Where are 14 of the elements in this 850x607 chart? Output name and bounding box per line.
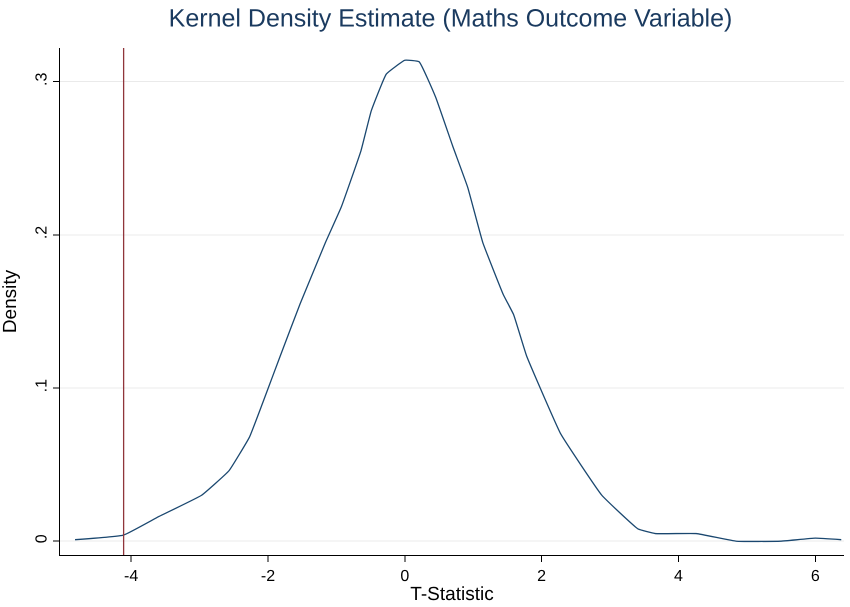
x-axis-title: T-Statistic (410, 584, 494, 605)
y-tick-label: .2 (34, 226, 51, 240)
x-tick-label: 0 (400, 568, 410, 586)
x-tick-label: 2 (537, 568, 546, 586)
y-tick-label: 0 (34, 534, 51, 544)
y-tick-label: .3 (34, 72, 51, 86)
x-tick-label: 4 (674, 568, 683, 586)
x-tick-label: -4 (124, 568, 138, 586)
chart-title: Kernel Density Estimate (Maths Outcome Variable) (168, 4, 732, 33)
y-axis-title: Density (0, 269, 21, 334)
x-tick-label: -2 (260, 568, 276, 586)
x-tick-label: 6 (810, 568, 820, 586)
line-series (74, 60, 842, 542)
y-tick-label: .1 (34, 378, 51, 392)
